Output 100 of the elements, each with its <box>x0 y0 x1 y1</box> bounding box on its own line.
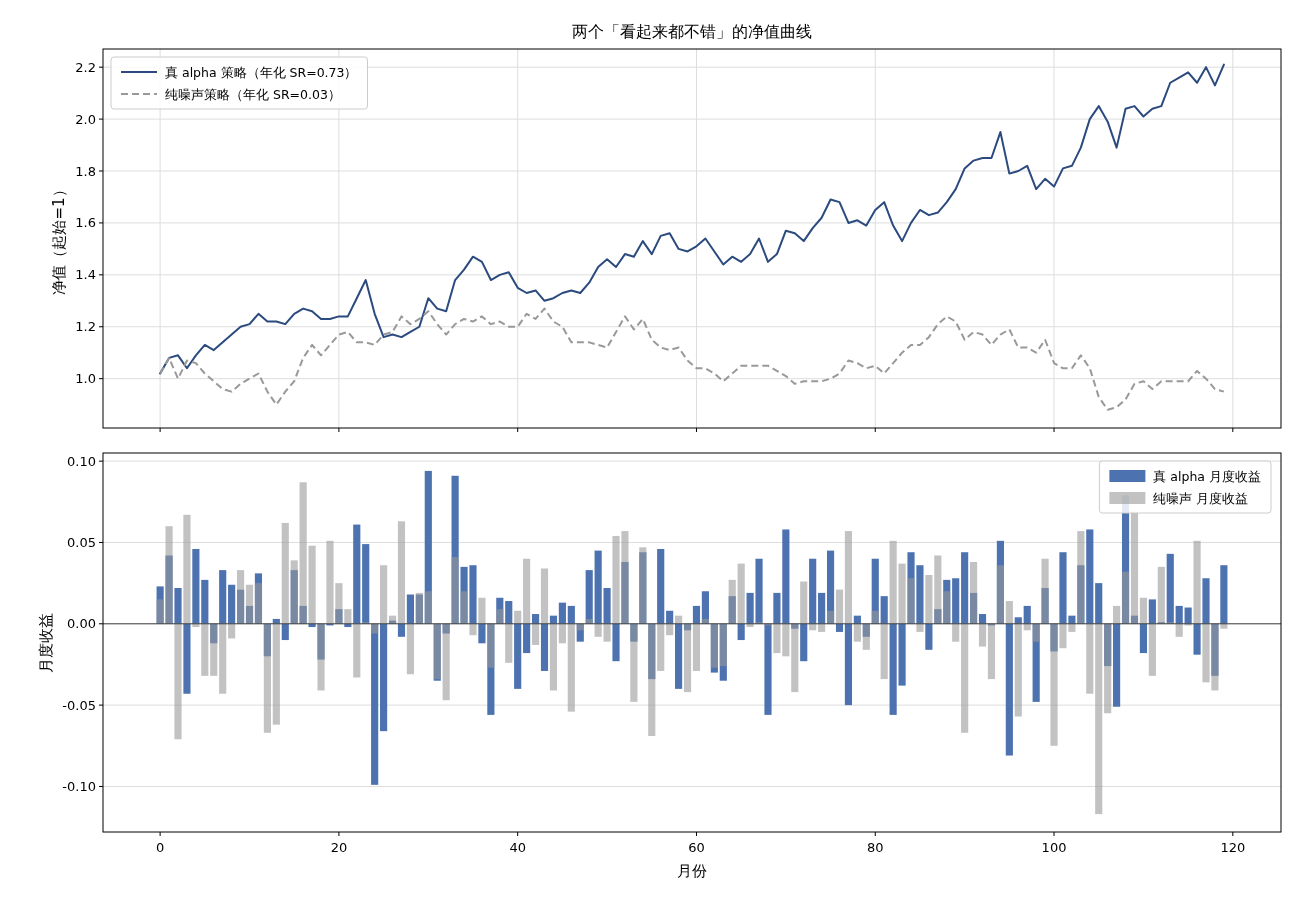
bar <box>183 514 191 624</box>
x-tick-label: 60 <box>688 840 705 855</box>
x-tick-label: 100 <box>1041 840 1067 855</box>
bar <box>281 522 289 624</box>
bar <box>371 623 379 785</box>
bar <box>219 623 227 694</box>
bar <box>531 614 540 624</box>
bar <box>728 579 736 624</box>
bar <box>549 623 558 691</box>
bar <box>970 592 978 624</box>
bar <box>934 555 942 624</box>
bar <box>961 623 969 733</box>
bar <box>567 605 575 624</box>
bar <box>925 575 933 624</box>
bar <box>362 544 370 624</box>
x-tick-label: 120 <box>1220 840 1246 855</box>
line-series <box>159 63 1225 375</box>
bar <box>1175 605 1183 624</box>
legend-label: 真 alpha 月度收益 <box>1153 468 1261 484</box>
x-tick-label: 80 <box>866 840 884 855</box>
bar <box>791 623 799 629</box>
bar <box>290 570 298 624</box>
bar <box>478 597 486 624</box>
bar <box>657 623 665 671</box>
bar <box>1095 583 1103 624</box>
bar <box>889 540 897 624</box>
y-tick-label: 1.4 <box>75 267 96 283</box>
bar <box>871 558 879 624</box>
bar <box>1104 623 1112 667</box>
bar <box>648 623 656 737</box>
bar <box>1005 601 1013 624</box>
bar <box>603 623 611 642</box>
y-axis-title: 净值（起始=1） <box>50 182 69 295</box>
bar <box>540 623 549 671</box>
bar <box>558 623 566 644</box>
bar <box>996 540 1004 624</box>
y-tick-label: 1.8 <box>75 163 96 179</box>
bar <box>344 609 352 624</box>
bar <box>666 623 674 636</box>
bar <box>844 623 853 706</box>
bar <box>201 623 209 676</box>
bar <box>165 526 173 624</box>
bar <box>1041 588 1049 624</box>
bar <box>791 623 799 693</box>
bar <box>406 623 414 675</box>
bar <box>219 570 227 624</box>
bar <box>978 614 987 624</box>
bar <box>451 557 459 624</box>
bar <box>156 599 164 624</box>
bar <box>719 623 727 667</box>
bar <box>1139 623 1147 654</box>
bar <box>496 597 504 624</box>
bar <box>469 623 477 636</box>
bar <box>424 470 432 624</box>
bar <box>835 589 844 624</box>
bar <box>594 550 602 624</box>
bar <box>397 521 406 624</box>
bar <box>666 610 674 624</box>
x-axis-title: 月份 <box>677 862 707 880</box>
bar <box>1121 571 1130 624</box>
bar <box>1005 623 1013 756</box>
y-tick-label: 0.00 <box>67 616 96 632</box>
bar <box>737 563 745 624</box>
bar <box>272 623 280 725</box>
bar <box>1023 605 1031 624</box>
bar <box>1184 607 1192 624</box>
bar <box>1220 565 1228 624</box>
y-axis-title: 月度收益 <box>37 612 56 673</box>
bar <box>1148 623 1156 676</box>
y-tick-label: 0.10 <box>67 453 96 469</box>
bar <box>254 583 263 624</box>
bar <box>800 623 808 662</box>
bar <box>1050 623 1058 746</box>
bar <box>1202 623 1210 683</box>
bar <box>424 591 432 624</box>
bar <box>996 565 1004 624</box>
bar <box>871 610 879 624</box>
bar <box>925 623 933 650</box>
bar <box>353 623 361 678</box>
bar <box>943 591 951 624</box>
bar <box>1175 623 1183 637</box>
bar <box>692 623 701 671</box>
bar <box>612 623 620 662</box>
bar <box>406 594 414 624</box>
bar <box>183 623 191 694</box>
bar <box>594 623 602 637</box>
bar <box>1139 597 1147 624</box>
bar <box>299 605 307 624</box>
bar <box>1157 566 1165 624</box>
bar <box>764 623 772 715</box>
bar <box>621 531 629 624</box>
bar <box>844 531 853 624</box>
bar <box>880 623 888 680</box>
bar <box>862 623 870 650</box>
bar <box>862 623 870 637</box>
bar <box>576 623 584 642</box>
bar <box>487 623 495 668</box>
bar <box>746 623 754 628</box>
bar <box>245 584 254 624</box>
bar <box>621 561 629 624</box>
